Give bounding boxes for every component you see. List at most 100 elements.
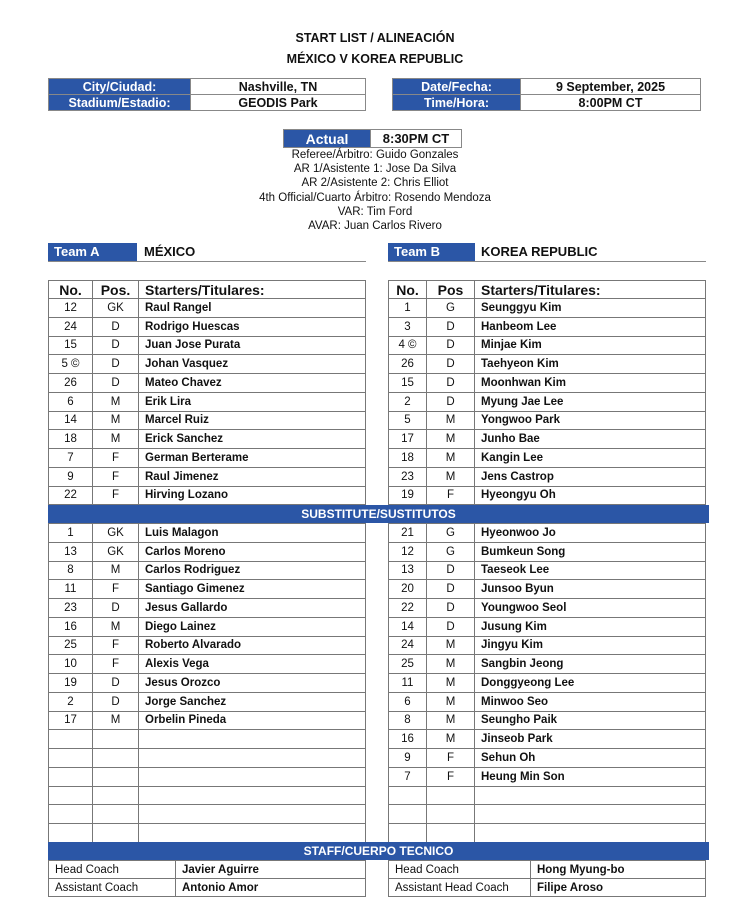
player-name: Jingyu Kim — [474, 635, 706, 656]
player-number: 23 — [48, 598, 93, 618]
player-row: 18 M Kangin Lee — [388, 448, 706, 468]
player-position: D — [426, 354, 475, 374]
player-position: F — [426, 485, 475, 506]
player-row: 19 D Jesus Orozco — [48, 673, 366, 693]
player-name: Hanbeom Lee — [474, 316, 706, 337]
player-number: 25 — [388, 654, 427, 674]
datetime-table: Date/Fecha: 9 September, 2025 Time/Hora: 8… — [392, 78, 701, 111]
player-name: Junho Bae — [474, 429, 706, 449]
player-number: 19 — [48, 673, 93, 693]
empty-cell — [48, 823, 93, 843]
player-name: Carlos Rodriguez — [138, 560, 366, 581]
player-row: 17 M Junho Bae — [388, 429, 706, 449]
empty-row — [388, 804, 706, 824]
officials-list: Referee/Árbitro: Guido Gonzales AR 1/Asi… — [0, 148, 750, 233]
time-value: 8:00PM CT — [520, 94, 701, 111]
player-row: 8 M Seungho Paik — [388, 710, 706, 731]
player-name: Jesus Gallardo — [138, 598, 366, 618]
player-row: 5 M Yongwoo Park — [388, 410, 706, 431]
staff-name: Antonio Amor — [175, 878, 366, 897]
team-b-starters-table: No. Pos Starters/Titulares: 1 G Seunggyu Kim 3… — [388, 280, 706, 506]
player-number: 5 © — [48, 354, 93, 374]
empty-cell — [48, 785, 93, 806]
player-row: 24 D Rodrigo Huescas — [48, 316, 366, 337]
player-name: Seungho Paik — [474, 710, 706, 731]
player-name: Carlos Moreno — [138, 541, 366, 562]
player-position: M — [92, 391, 139, 412]
player-number: 25 — [48, 635, 93, 656]
team-b-label: Team B — [388, 243, 475, 261]
player-row: 1 G Seunggyu Kim — [388, 298, 706, 318]
player-number: 18 — [48, 429, 93, 449]
player-row: 16 M Jinseob Park — [388, 729, 706, 749]
player-row: 20 D Junsoo Byun — [388, 579, 706, 599]
empty-cell — [138, 748, 366, 768]
player-number: 26 — [388, 354, 427, 374]
staff-role: Assistant Head Coach — [388, 878, 531, 897]
player-position: GK — [92, 298, 139, 318]
player-row: 7 F German Berterame — [48, 448, 366, 468]
player-number: 11 — [388, 673, 427, 693]
player-name: Bumkeun Song — [474, 541, 706, 562]
player-name: Hyeongyu Oh — [474, 485, 706, 506]
empty-row — [388, 785, 706, 806]
player-name: Minwoo Seo — [474, 691, 706, 712]
player-position: D — [426, 560, 475, 581]
player-number: 5 — [388, 410, 427, 431]
player-number: 20 — [388, 579, 427, 599]
player-name: Luis Malagon — [138, 523, 366, 543]
player-name: Orbelin Pineda — [138, 710, 366, 731]
player-name: Mateo Chavez — [138, 373, 366, 393]
player-position: M — [92, 429, 139, 449]
staff-name: Filipe Aroso — [530, 878, 706, 897]
player-position: M — [426, 466, 475, 487]
player-row: 1 GK Luis Malagon — [48, 523, 366, 543]
match-title: MÉXICO V KOREA REPUBLIC — [286, 52, 464, 66]
player-position: D — [426, 616, 475, 637]
actual-value: 8:30PM CT — [370, 129, 462, 148]
player-number: 16 — [388, 729, 427, 749]
player-number: 12 — [48, 298, 93, 318]
player-position: D — [92, 354, 139, 374]
player-name: Santiago Gimenez — [138, 579, 366, 599]
player-row: 14 M Marcel Ruiz — [48, 410, 366, 431]
empty-cell — [92, 804, 139, 824]
empty-cell — [426, 785, 475, 806]
player-row: 14 D Jusung Kim — [388, 616, 706, 637]
player-name: Seunggyu Kim — [474, 298, 706, 318]
player-number: 26 — [48, 373, 93, 393]
team-b-substitutes-table: 21 G Hyeonwoo Jo 12 G Bumkeun Song 13 D Taeseok … — [388, 523, 706, 843]
player-name: Donggyeong Lee — [474, 673, 706, 693]
player-position: F — [92, 635, 139, 656]
team-a-underline — [48, 261, 366, 262]
player-number: 12 — [388, 541, 427, 562]
player-number: 22 — [388, 598, 427, 618]
player-position: D — [92, 373, 139, 393]
player-position: M — [426, 673, 475, 693]
player-row: 17 M Orbelin Pineda — [48, 710, 366, 731]
fourth-official: 4th Official/Cuarto Árbitro: Rosendo Men… — [259, 191, 491, 204]
player-name: Jesus Orozco — [138, 673, 366, 693]
empty-row — [48, 785, 366, 806]
player-row: 7 F Heung Min Son — [388, 766, 706, 787]
player-row: 11 M Donggyeong Lee — [388, 673, 706, 693]
player-number: 6 — [48, 391, 93, 412]
player-row: 10 F Alexis Vega — [48, 654, 366, 674]
empty-cell — [92, 748, 139, 768]
empty-cell — [92, 785, 139, 806]
player-name: Youngwoo Seol — [474, 598, 706, 618]
player-name: Juan Jose Purata — [138, 335, 366, 356]
team-a-substitutes-table: 1 GK Luis Malagon 13 GK Carlos Moreno 8 M Carlos… — [48, 523, 366, 843]
staff-name: Hong Myung-bo — [530, 860, 706, 879]
player-number: 8 — [48, 560, 93, 581]
player-position: D — [426, 598, 475, 618]
player-row: 9 F Raul Jimenez — [48, 466, 366, 487]
player-number: 9 — [388, 748, 427, 768]
player-row: 23 D Jesus Gallardo — [48, 598, 366, 618]
player-number: 14 — [388, 616, 427, 637]
staff-role: Head Coach — [388, 860, 531, 879]
empty-row — [48, 804, 366, 824]
player-name: Erik Lira — [138, 391, 366, 412]
player-number: 10 — [48, 654, 93, 674]
player-number: 6 — [388, 691, 427, 712]
